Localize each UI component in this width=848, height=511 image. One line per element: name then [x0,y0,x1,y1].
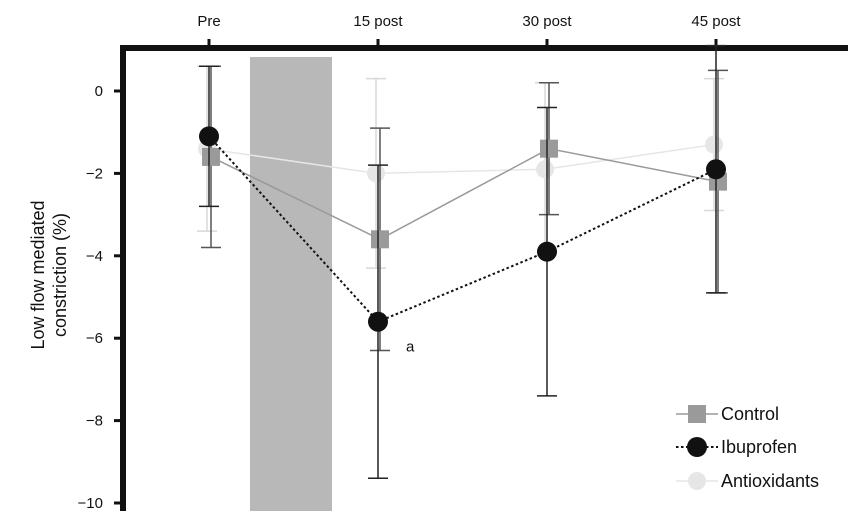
legend-label-antioxidants: Antioxidants [721,471,819,491]
legend-item-antioxidants: Antioxidants [676,471,819,491]
shaded-interval [250,57,332,511]
legend-label-control: Control [721,404,779,424]
x-tick-label-pre: Pre [197,13,220,30]
point-antioxidants-15-post [367,164,385,183]
legend-marker-antioxidants [688,472,706,490]
legend-item-control: Control [676,404,779,424]
y-tick-label-4: −4 [86,248,103,265]
series-line-antioxidants [206,143,715,175]
x-tick-label-45-post: 45 post [691,13,741,30]
legend: Control Ibuprofen Antioxidants [676,404,819,491]
y-tick-label-8: −8 [86,413,103,430]
point-antioxidants-30-post [536,160,554,179]
point-ibuprofen-45-post [706,159,726,180]
legend-marker-control [688,405,706,423]
legend-label-ibuprofen: Ibuprofen [721,437,797,457]
series-control [201,65,728,352]
legend-item-ibuprofen: Ibuprofen [676,437,797,457]
point-ibuprofen-15-post [368,311,388,332]
y-tick-label-6: −6 [86,330,103,347]
series-ibuprofen [199,44,726,480]
point-ibuprofen-30-post [537,241,557,262]
legend-marker-ibuprofen [687,437,707,457]
y-tick-label-2: −2 [86,165,103,182]
series-line-control [210,147,719,241]
y-tick-label-10: −10 [78,495,103,511]
y-tick-label-0: 0 [95,83,103,100]
series-layer [197,44,728,480]
point-antioxidants-45-post [705,135,723,154]
point-control-15-post [371,230,389,249]
annotation-a: a [406,339,415,356]
point-control-30-post [540,139,558,158]
x-tick-label-15-post: 15 post [353,13,403,30]
x-tick-label-30-post: 30 post [522,13,572,30]
point-ibuprofen-pre [199,126,219,147]
labels-layer: Pre 15 post 30 post 45 post 0 −2 −4 −6 −8 −10 Low … [28,13,741,511]
y-axis-title-line-2: constriction (%) [50,213,70,337]
point-control-pre [202,147,220,166]
axes-layer [114,39,848,511]
y-axis-title: Low flow mediated constriction (%) [28,200,70,349]
series-line-ibuprofen [208,135,717,323]
y-axis-title-line-1: Low flow mediated [28,200,48,349]
shaded-interval-layer [250,57,332,511]
